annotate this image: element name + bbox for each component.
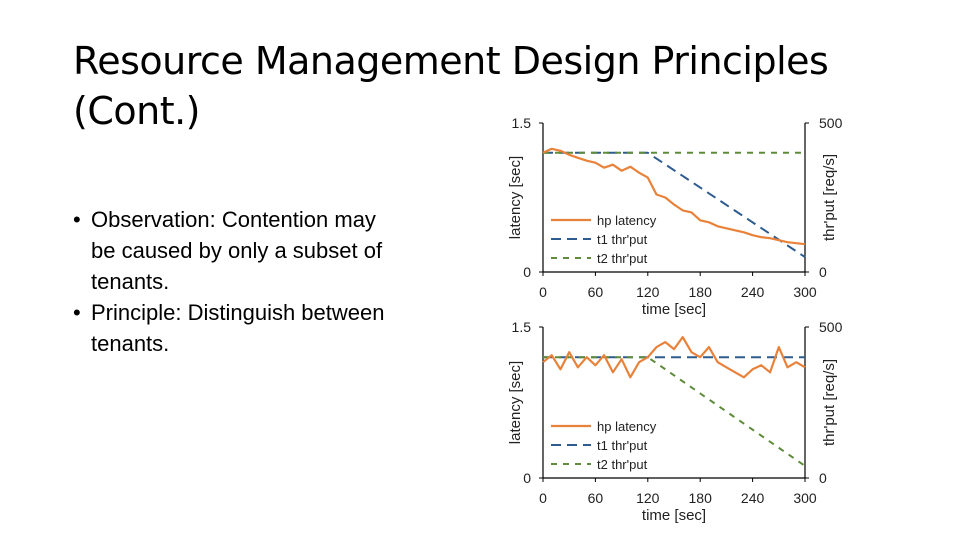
bullet-dot: • [73,207,81,232]
y-axis-label-right: thr'put [req/s] [821,154,838,241]
bullet-item: • Observation: Contention may be caused b… [73,204,403,297]
legend: hp latency t1 thr'put t2 thr'put [551,419,657,472]
y-right-tick-label: 0 [819,470,827,486]
y-left-tick-label: 0 [523,470,531,486]
x-tick-label: 0 [539,284,547,300]
x-tick-label: 120 [636,490,660,506]
series-line-t2-thr-put [543,356,806,467]
legend-label: hp latency [597,419,657,434]
y-axis-label-left: latency [sec] [507,156,524,239]
y-right-tick-label: 500 [819,319,843,335]
y-right-tick-label: 500 [819,115,843,131]
series-line-hp-latency [542,147,806,246]
slide-title: Resource Management Design Principles (C… [73,36,833,136]
legend-label: t1 thr'put [597,232,648,247]
x-tick-label: 240 [741,490,765,506]
x-tick-label: 240 [741,284,765,300]
x-axis-label: time [sec] [642,507,706,524]
x-tick-label: 300 [793,284,817,300]
bullet-item: • Principle: Distinguish between tenants. [73,297,403,359]
series-line-t1-thr-put [543,151,806,258]
y-left-tick-label: 0 [523,264,531,280]
bullet-list: • Observation: Contention may be caused b… [73,204,403,359]
x-tick-label: 180 [689,490,713,506]
bullet-text-observation: Observation: Contention may be caused by… [91,207,383,294]
y-axis-label-left: latency [sec] [507,361,524,444]
y-left-tick-label: 1.5 [512,115,532,131]
legend: hp latency t1 thr'put t2 thr'put [551,213,657,266]
y-right-tick-label: 0 [819,264,827,280]
title-line-2: (Cont.) [73,89,201,133]
legend-label: hp latency [597,213,657,228]
y-axis-label-right: thr'put [req/s] [821,359,838,446]
legend-label: t2 thr'put [597,457,648,472]
x-tick-label: 120 [636,284,660,300]
x-axis-label: time [sec] [642,301,706,318]
x-tick-label: 60 [588,284,604,300]
legend-label: t1 thr'put [597,438,648,453]
title-line-1: Resource Management Design Principles [73,39,829,83]
legend-label: t2 thr'put [597,251,648,266]
bullet-dot: • [73,300,81,325]
x-tick-label: 180 [689,284,713,300]
y-left-tick-label: 1.5 [512,319,532,335]
x-tick-label: 300 [793,490,817,506]
bullet-text-principle: Principle: Distinguish between tenants. [91,300,385,356]
x-tick-label: 0 [539,490,547,506]
series-line-hp-latency [542,336,806,379]
x-tick-label: 60 [588,490,604,506]
